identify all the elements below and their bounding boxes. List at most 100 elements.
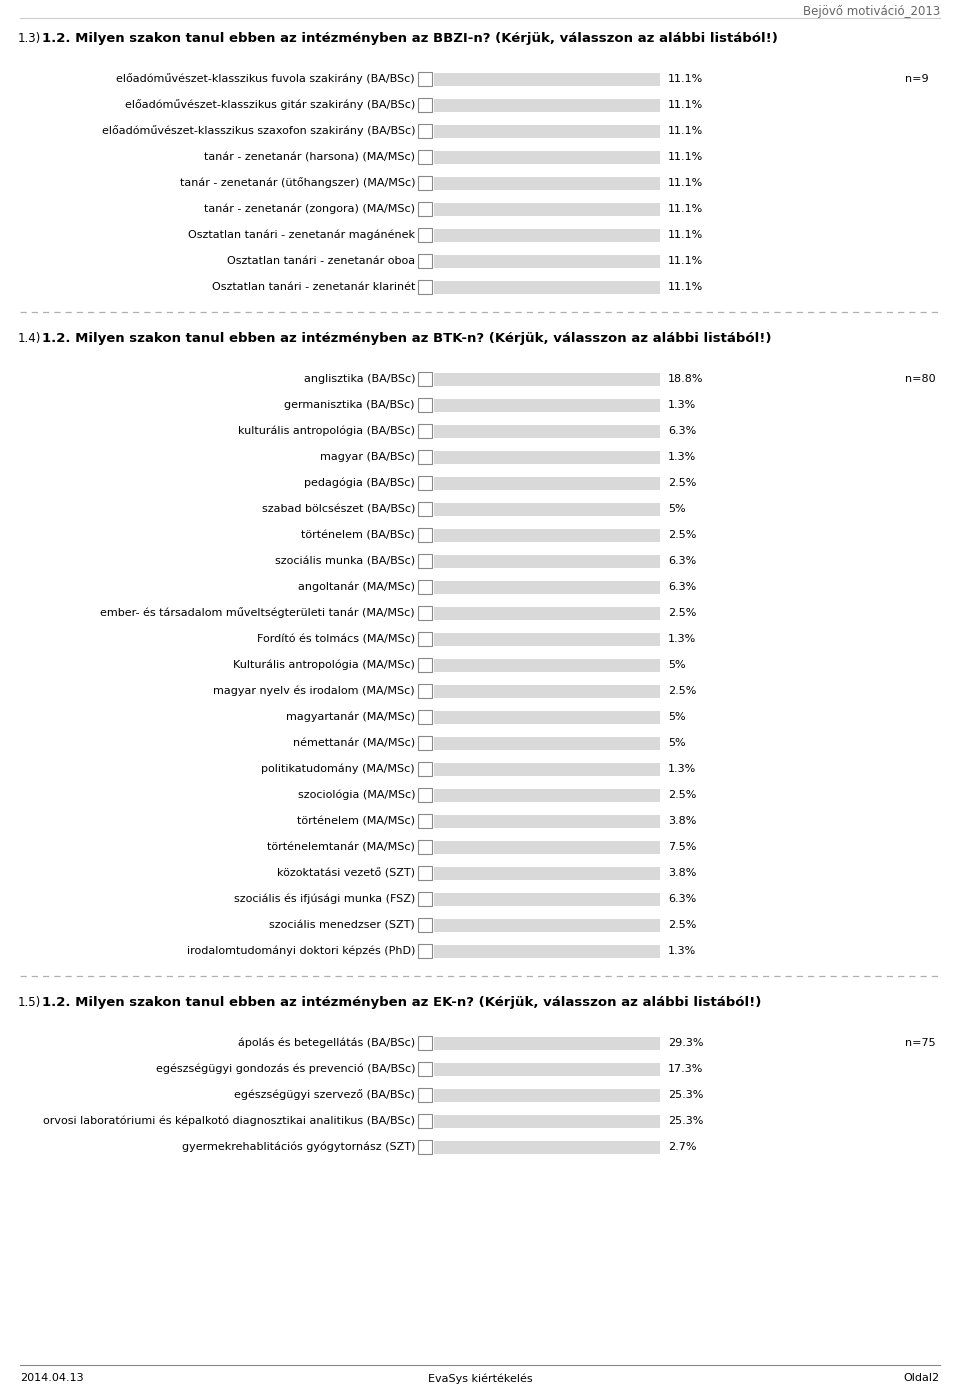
Bar — [434, 177, 660, 190]
Text: történelem (BA/BSc): történelem (BA/BSc) — [301, 530, 415, 540]
Bar — [434, 372, 660, 385]
Text: 11.1%: 11.1% — [668, 204, 704, 213]
Text: n=80: n=80 — [905, 374, 936, 384]
Bar — [434, 788, 660, 802]
Bar — [434, 918, 660, 932]
Text: 1.2. Milyen szakon tanul ebben az intézményben az BTK-n? (Kérjük, válasszon az a: 1.2. Milyen szakon tanul ebben az intézm… — [42, 332, 772, 345]
Bar — [434, 866, 660, 879]
Bar — [434, 424, 660, 438]
Text: egészségügyi gondozás és prevenció (BA/BSc): egészségügyi gondozás és prevenció (BA/B… — [156, 1064, 415, 1074]
Text: szabad bölcsészet (BA/BSc): szabad bölcsészet (BA/BSc) — [262, 504, 415, 513]
Text: gyermekrehablitációs gyógytornász (SZT): gyermekrehablitációs gyógytornász (SZT) — [181, 1141, 415, 1152]
Bar — [434, 841, 660, 854]
Bar — [418, 424, 432, 438]
Bar — [418, 124, 432, 138]
Text: 11.1%: 11.1% — [668, 282, 704, 292]
Bar — [418, 372, 432, 386]
Text: 2.5%: 2.5% — [668, 478, 696, 488]
Bar — [418, 202, 432, 216]
Bar — [418, 1036, 432, 1050]
Text: 25.3%: 25.3% — [668, 1116, 704, 1126]
Bar — [434, 280, 660, 293]
Text: 11.1%: 11.1% — [668, 179, 704, 188]
Bar — [434, 451, 660, 463]
Bar — [418, 632, 432, 646]
Bar — [434, 944, 660, 957]
Bar — [434, 124, 660, 138]
Text: tanár - zenetanár (zongora) (MA/MSc): tanár - zenetanár (zongora) (MA/MSc) — [204, 204, 415, 215]
Text: 11.1%: 11.1% — [668, 230, 704, 240]
Text: 1.2. Milyen szakon tanul ebben az intézményben az EK-n? (Kérjük, válasszon az al: 1.2. Milyen szakon tanul ebben az intézm… — [42, 996, 761, 1009]
Bar — [418, 580, 432, 594]
Text: 1.3%: 1.3% — [668, 400, 696, 410]
Bar — [418, 73, 432, 86]
Bar — [434, 399, 660, 412]
Bar — [434, 1088, 660, 1102]
Text: 1.3%: 1.3% — [668, 633, 696, 644]
Bar — [418, 840, 432, 854]
Bar — [418, 476, 432, 490]
Bar — [418, 227, 432, 241]
Bar — [418, 944, 432, 958]
Text: Fordító és tolmács (MA/MSc): Fordító és tolmács (MA/MSc) — [257, 633, 415, 644]
Text: közoktatási vezető (SZT): közoktatási vezető (SZT) — [277, 868, 415, 879]
Text: 6.3%: 6.3% — [668, 425, 696, 437]
Text: 6.3%: 6.3% — [668, 557, 696, 566]
Text: 2.5%: 2.5% — [668, 608, 696, 618]
Text: 5%: 5% — [668, 738, 685, 748]
Text: 3.8%: 3.8% — [668, 816, 696, 826]
Text: 3.8%: 3.8% — [668, 868, 696, 877]
Text: 29.3%: 29.3% — [668, 1038, 704, 1048]
Text: szociológia (MA/MSc): szociológia (MA/MSc) — [298, 790, 415, 801]
Bar — [434, 151, 660, 163]
Bar — [418, 1115, 432, 1129]
Text: magyartanár (MA/MSc): magyartanár (MA/MSc) — [286, 711, 415, 723]
Text: egészségügyi szervező (BA/BSc): egészségügyi szervező (BA/BSc) — [234, 1089, 415, 1101]
Bar — [434, 737, 660, 749]
Text: 1.2. Milyen szakon tanul ebben az intézményben az BBZI-n? (Kérjük, válasszon az : 1.2. Milyen szakon tanul ebben az intézm… — [42, 32, 778, 45]
Text: tanár - zenetanár (ütőhangszer) (MA/MSc): tanár - zenetanár (ütőhangszer) (MA/MSc) — [180, 177, 415, 188]
Bar — [434, 658, 660, 671]
Text: magyar nyelv és irodalom (MA/MSc): magyar nyelv és irodalom (MA/MSc) — [213, 686, 415, 696]
Bar — [434, 580, 660, 593]
Bar — [434, 202, 660, 215]
Bar — [434, 685, 660, 698]
Text: 5%: 5% — [668, 711, 685, 723]
Text: 1.3%: 1.3% — [668, 946, 696, 956]
Text: tanár - zenetanár (harsona) (MA/MSc): tanár - zenetanár (harsona) (MA/MSc) — [204, 152, 415, 162]
Bar — [418, 254, 432, 268]
Bar — [434, 763, 660, 776]
Text: 5%: 5% — [668, 504, 685, 513]
Text: 1.5): 1.5) — [18, 996, 41, 1009]
Bar — [434, 632, 660, 646]
Text: pedagógia (BA/BSc): pedagógia (BA/BSc) — [304, 477, 415, 488]
Bar — [434, 607, 660, 619]
Bar — [434, 554, 660, 568]
Bar — [434, 1141, 660, 1154]
Bar — [418, 398, 432, 412]
Bar — [434, 254, 660, 268]
Text: szociális menedzser (SZT): szociális menedzser (SZT) — [269, 919, 415, 930]
Text: Osztatlan tanári - zenetanár oboa: Osztatlan tanári - zenetanár oboa — [227, 257, 415, 266]
Bar — [418, 891, 432, 905]
Bar — [418, 658, 432, 672]
Bar — [418, 554, 432, 568]
Text: 17.3%: 17.3% — [668, 1064, 704, 1074]
Bar — [434, 1036, 660, 1049]
Text: 2014.04.13: 2014.04.13 — [20, 1373, 84, 1382]
Text: 2.5%: 2.5% — [668, 530, 696, 540]
Bar — [418, 815, 432, 829]
Bar — [434, 1115, 660, 1127]
Text: Oldal2: Oldal2 — [904, 1373, 940, 1382]
Bar — [434, 477, 660, 490]
Text: ember- és társadalom műveltségterületi tanár (MA/MSc): ember- és társadalom műveltségterületi t… — [101, 607, 415, 618]
Text: előadóművészet-klasszikus gitár szakirány (BA/BSc): előadóművészet-klasszikus gitár szakirán… — [125, 99, 415, 110]
Bar — [434, 73, 660, 85]
Text: 2.5%: 2.5% — [668, 790, 696, 799]
Bar — [418, 527, 432, 543]
Text: történelem (MA/MSc): történelem (MA/MSc) — [297, 816, 415, 826]
Text: anglisztika (BA/BSc): anglisztika (BA/BSc) — [303, 374, 415, 384]
Text: irodalomtudományi doktori képzés (PhD): irodalomtudományi doktori képzés (PhD) — [186, 946, 415, 956]
Bar — [418, 866, 432, 880]
Bar — [418, 918, 432, 932]
